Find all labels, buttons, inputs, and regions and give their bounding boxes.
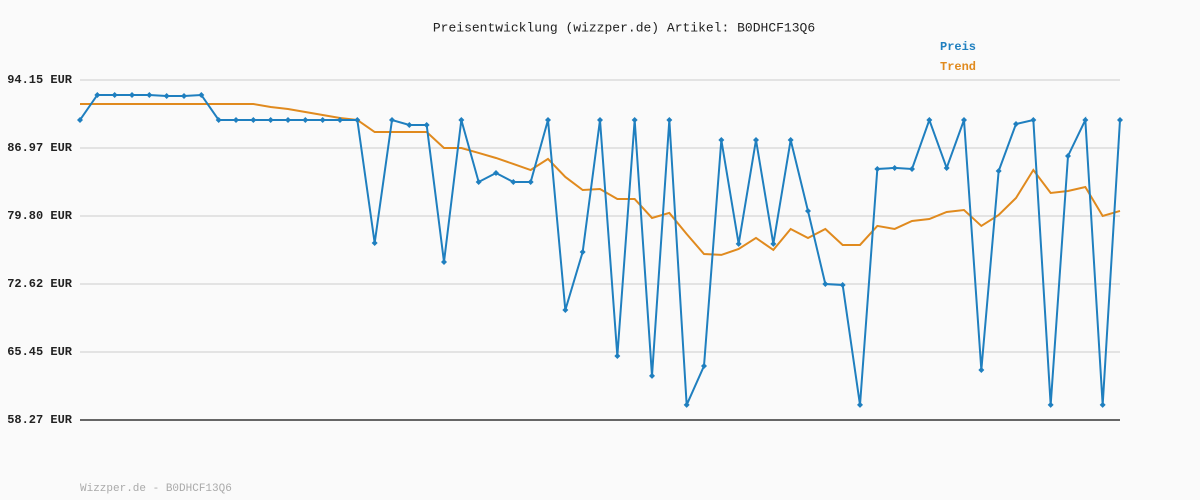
legend-label: Trend	[940, 60, 976, 74]
y-tick-label: 79.80 EUR	[7, 209, 73, 223]
point	[302, 116, 309, 123]
point	[926, 116, 933, 123]
point	[354, 116, 361, 123]
point	[389, 116, 395, 123]
point	[406, 122, 413, 129]
point	[527, 178, 534, 185]
point	[1065, 152, 1071, 159]
point	[631, 116, 638, 123]
point	[371, 239, 378, 246]
point	[163, 93, 170, 100]
y-tick-label: 65.45 EUR	[7, 345, 73, 359]
point	[614, 352, 621, 359]
point	[545, 116, 551, 123]
point	[319, 116, 326, 123]
point	[215, 116, 222, 123]
point	[458, 116, 465, 123]
point	[718, 136, 725, 143]
y-tick-label: 72.62 EUR	[7, 277, 73, 291]
y-tick-label: 58.27 EUR	[7, 413, 73, 427]
point	[337, 116, 343, 123]
point	[233, 116, 239, 123]
point	[805, 207, 811, 214]
point	[961, 116, 967, 123]
point	[701, 362, 707, 369]
point	[753, 136, 759, 143]
point	[995, 167, 1002, 174]
point	[839, 281, 846, 288]
point	[735, 240, 742, 247]
point	[1030, 116, 1037, 123]
point	[1117, 116, 1123, 123]
point	[874, 165, 881, 172]
point	[770, 240, 777, 247]
point	[198, 91, 205, 98]
point	[1013, 120, 1019, 127]
legend-label: Preis	[940, 40, 976, 54]
chart-title: Preisentwicklung (wizzper.de) Artikel: B…	[433, 20, 815, 35]
point	[441, 258, 447, 265]
point	[597, 116, 603, 123]
y-tick-label: 86.97 EUR	[7, 141, 73, 155]
point	[562, 306, 569, 313]
point	[857, 401, 863, 408]
point	[787, 136, 794, 143]
point	[909, 165, 915, 172]
point	[423, 122, 430, 129]
point	[475, 178, 482, 185]
point	[1047, 401, 1054, 408]
series-line	[79, 93, 1121, 406]
point	[579, 248, 586, 255]
series-line	[80, 102, 1121, 256]
point	[94, 91, 101, 98]
point	[77, 116, 83, 123]
point	[267, 116, 274, 123]
point	[129, 91, 135, 98]
point	[510, 178, 517, 185]
y-tick-label: 94.15 EUR	[7, 73, 73, 87]
point	[493, 169, 499, 176]
point	[978, 366, 985, 373]
point	[649, 372, 655, 379]
point	[891, 164, 898, 171]
point	[146, 91, 153, 98]
footer: Wizzper.de - B0DHCF13Q6	[80, 483, 232, 495]
point	[250, 116, 257, 123]
point	[285, 116, 291, 123]
point	[683, 401, 690, 408]
point	[181, 93, 187, 100]
point	[943, 164, 950, 171]
point	[1082, 116, 1089, 123]
point	[666, 116, 673, 123]
point	[1099, 401, 1106, 408]
point	[822, 281, 829, 288]
point	[111, 91, 118, 98]
